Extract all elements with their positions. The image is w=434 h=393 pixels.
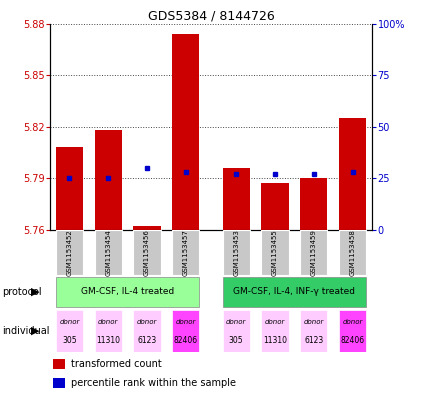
Text: individual: individual [2,326,49,336]
Bar [56,310,83,352]
Text: donor: donor [59,319,79,325]
Bar [56,147,83,230]
Text: 6123: 6123 [137,336,156,345]
Text: GM-CSF, IL-4 treated: GM-CSF, IL-4 treated [81,287,174,296]
Title: GDS5384 / 8144726: GDS5384 / 8144726 [147,9,274,22]
Bar [95,130,122,230]
Text: GSM1153459: GSM1153459 [310,229,316,276]
Bar [133,226,160,230]
Text: donor: donor [342,319,362,325]
Text: protocol: protocol [2,287,42,297]
Text: GSM1153456: GSM1153456 [144,229,150,276]
Text: percentile rank within the sample: percentile rank within the sample [71,378,235,388]
Bar [222,168,249,230]
Text: donor: donor [264,319,285,325]
Bar [261,230,288,275]
Text: 82406: 82406 [340,336,364,345]
Text: ▶: ▶ [31,287,40,297]
Text: donor: donor [175,319,195,325]
Text: GSM1153457: GSM1153457 [182,229,188,276]
Text: donor: donor [226,319,246,325]
Bar [261,310,288,352]
Text: 305: 305 [62,336,76,345]
Bar [338,230,365,275]
Bar [172,34,199,230]
Text: GSM1153455: GSM1153455 [271,229,277,276]
Bar [56,230,83,275]
Bar [222,230,249,275]
Bar [222,277,365,307]
Text: donor: donor [98,319,118,325]
Bar [261,184,288,230]
Bar [53,359,64,369]
Text: GSM1153454: GSM1153454 [105,229,111,276]
Text: 305: 305 [228,336,243,345]
Bar [299,310,326,352]
Text: 11310: 11310 [96,336,120,345]
Text: GSM1153452: GSM1153452 [66,229,72,276]
Text: ▶: ▶ [31,326,40,336]
Bar [172,230,199,275]
Bar [95,230,122,275]
Bar [299,178,326,230]
Bar [299,230,326,275]
Text: 11310: 11310 [263,336,286,345]
Bar [53,378,64,388]
Text: GSM1153453: GSM1153453 [233,229,239,276]
Bar [338,310,365,352]
Bar [95,310,122,352]
Text: GSM1153458: GSM1153458 [349,229,355,276]
Bar [56,277,199,307]
Text: 82406: 82406 [173,336,197,345]
Text: GM-CSF, IL-4, INF-γ treated: GM-CSF, IL-4, INF-γ treated [233,287,355,296]
Bar [222,310,249,352]
Text: 6123: 6123 [303,336,322,345]
Text: transformed count: transformed count [71,359,161,369]
Text: donor: donor [136,319,157,325]
Bar [172,310,199,352]
Bar [133,230,160,275]
Bar [133,310,160,352]
Text: donor: donor [303,319,323,325]
Bar [338,118,365,230]
